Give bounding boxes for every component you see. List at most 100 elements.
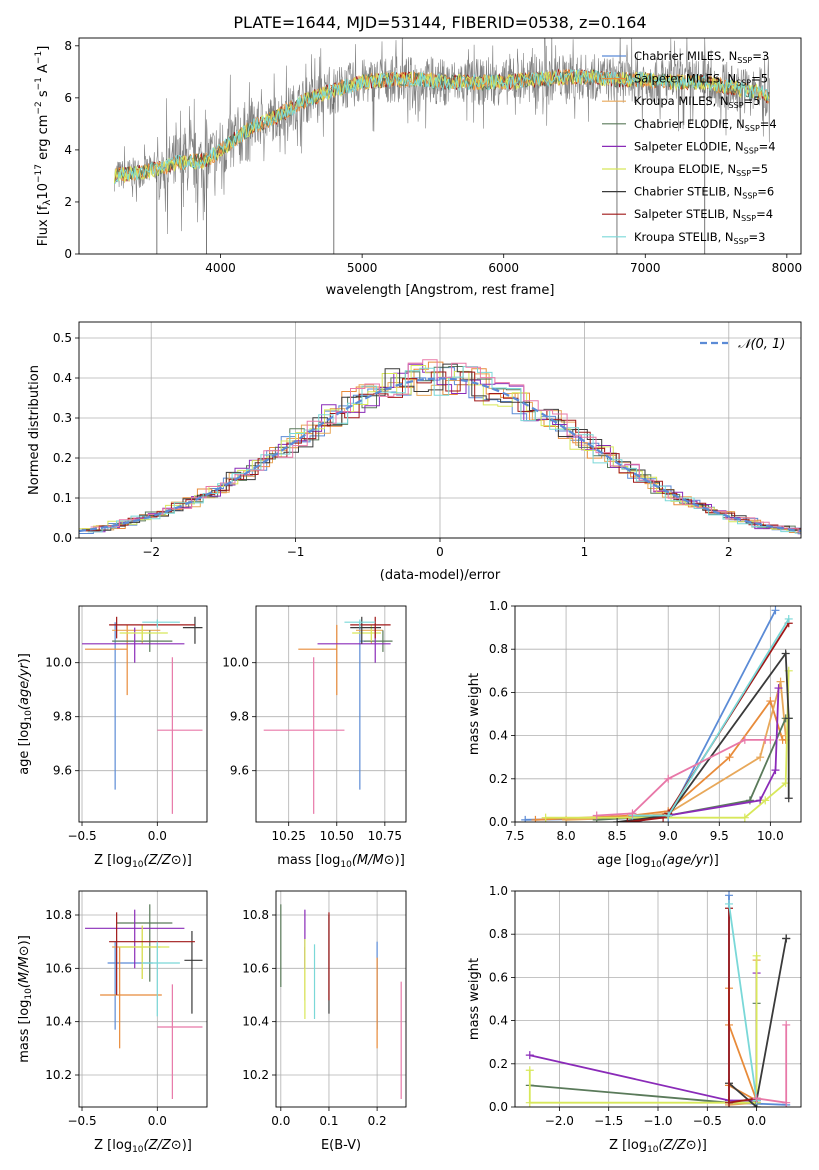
y-tick-label: 0.5 [53,331,72,345]
weight-marker [745,796,754,805]
weight-marker [525,1066,534,1075]
weight-marker [776,677,785,686]
age_vs_Z-plot [82,616,203,814]
weight-marker [664,811,673,820]
weight-marker [761,796,770,805]
weight-marker [756,753,765,762]
residual-histogram-salpeter_elodie [90,363,801,535]
x-axis-label: Z [log10(Z/Z⊙)] [609,1138,707,1155]
x-axis-label: (data-model)/error [380,568,501,583]
y-axis-label: mass weight [467,673,482,755]
y-tick-label: 0.6 [489,970,508,984]
mass_vs_Z-plot [85,904,203,1099]
axes-mass_vs_ebv: 0.0 0.1 0.2 10.2 10.4 10.6 10.8 E(B-V) [242,890,407,1153]
y-tick-label: 10.4 [45,1015,72,1029]
weight_vs_Z-plot [525,891,791,1107]
legend-entry: 𝒩(0, 1) [738,337,785,352]
y-tick-label: 0.4 [53,371,72,385]
y-tick-label: 2 [64,195,72,209]
weight-marker [752,1094,761,1103]
x-tick-label: −1 [287,545,305,559]
weight-line-kroupa_stelib [728,903,758,1101]
weight-marker [628,809,637,818]
model-spectrum-kroupa_stelib [114,68,770,185]
y-tick-label: 9.6 [53,764,72,778]
spectrum-legend: Chabrier MILES, NSSP=3 Salpeter MILES, NS… [602,49,777,246]
y-tick-label: 1.0 [489,599,508,613]
weight-line-chabrier_elodie [529,1003,758,1104]
y-tick-label: 10.6 [45,961,72,975]
weight-marker [771,606,780,615]
axes-residuals: −2 −1 0 1 2 0.0 0.1 0.2 0.3 0.4 0.5 (data-model)/er… [27,321,802,583]
weight-line-chabrier_miles [728,895,787,1106]
weight-marker [521,815,530,822]
x-tick-label: 8.5 [608,829,627,843]
y-tick-label: 10.0 [222,656,249,670]
weight-marker [531,815,540,822]
weight-marker [541,813,550,822]
normal-curve [79,377,801,533]
weight-marker [725,891,734,900]
axes-frame [255,605,407,823]
x-tick-label: −1.0 [643,1114,672,1128]
weight-marker [613,818,622,822]
axes-spectrum: 4000 5000 6000 7000 8000 0 2 4 6 8 wavelength [Ang… [34,37,802,298]
y-tick-label: 1.0 [489,884,508,898]
axes-frame [78,321,802,539]
legend-entry: Salpeter ELODIE, NSSP=4 [634,139,776,155]
axes-frame [78,890,208,1108]
y-tick-label: 0.2 [53,451,72,465]
y-tick-label: 0.8 [489,642,508,656]
x-tick-label: 0.0 [148,829,167,843]
y-tick-label: 10.8 [242,908,269,922]
weight-line-salpeter_elodie [529,973,758,1102]
y-tick-label: 9.8 [53,710,72,724]
axes-frame [514,890,802,1108]
y-tick-label: 0.6 [489,685,508,699]
y-tick-label: 8 [64,39,72,53]
y-tick-label: 0.2 [489,772,508,786]
residual-histogram-kroupa_elodie [79,365,801,531]
x-tick-label: −2.0 [545,1114,574,1128]
weight-marker [766,697,775,706]
axes-frame [78,37,802,255]
x-tick-label: 9.5 [710,829,729,843]
y-tick-label: 0 [64,247,72,261]
y-tick-label: 0.4 [489,1014,508,1028]
weight-line-kroupa_stelib [632,618,790,817]
axes-frame [78,605,208,823]
weight-marker [782,1020,791,1029]
y-tick-label: 0.8 [489,927,508,941]
legend-entry: Kroupa STELIB, NSSP=3 [634,230,765,246]
x-tick-label: 8.0 [557,829,576,843]
residual-histogram-pink [90,359,801,532]
x-axis-label: mass [log10(M/M⊙)] [277,853,405,870]
weight-marker [525,1098,534,1107]
x-tick-label: 10.75 [368,829,402,843]
spectrum-plot [113,38,770,254]
legend-entry: Chabrier STELIB, NSSP=6 [634,185,774,201]
axes-weight_vs_Z: −2.0 −1.5 −1.0 −0.5 0.0 0.0 0.2 0.4 0.6 0.8 1.0 mas… [467,884,802,1155]
weight-marker [725,1098,734,1107]
x-tick-label: −2 [142,545,160,559]
x-tick-label: 5000 [347,261,378,275]
weight-marker [784,714,793,723]
histogram-plot [79,359,801,535]
y-axis-label: mass weight [467,958,482,1040]
legend-entry: Salpeter STELIB, NSSP=4 [634,207,773,223]
weight-marker [664,774,673,783]
y-tick-label: 10.4 [242,1015,269,1029]
x-tick-label: 10.50 [320,829,354,843]
figure-title: PLATE=1644, MJD=53144, FIBERID=0538, z=0… [233,13,646,32]
y-tick-label: 9.8 [230,710,249,724]
age_vs_mass-plot [263,616,393,814]
x-tick-label: −0.5 [67,829,96,843]
x-tick-label: −0.5 [67,1114,96,1128]
x-tick-label: 10.25 [272,829,306,843]
x-axis-label: Z [log10(Z/Z⊙)] [94,853,192,870]
x-tick-label: 0.0 [747,1114,766,1128]
x-axis-label: age [log10(age/yr)] [597,853,719,870]
weight-marker [740,813,749,822]
axes-weight_vs_age: 7.5 8.0 8.5 9.0 9.5 10.0 0.0 0.2 0.4 0.6 0.8 1.0 mas… [467,599,802,870]
